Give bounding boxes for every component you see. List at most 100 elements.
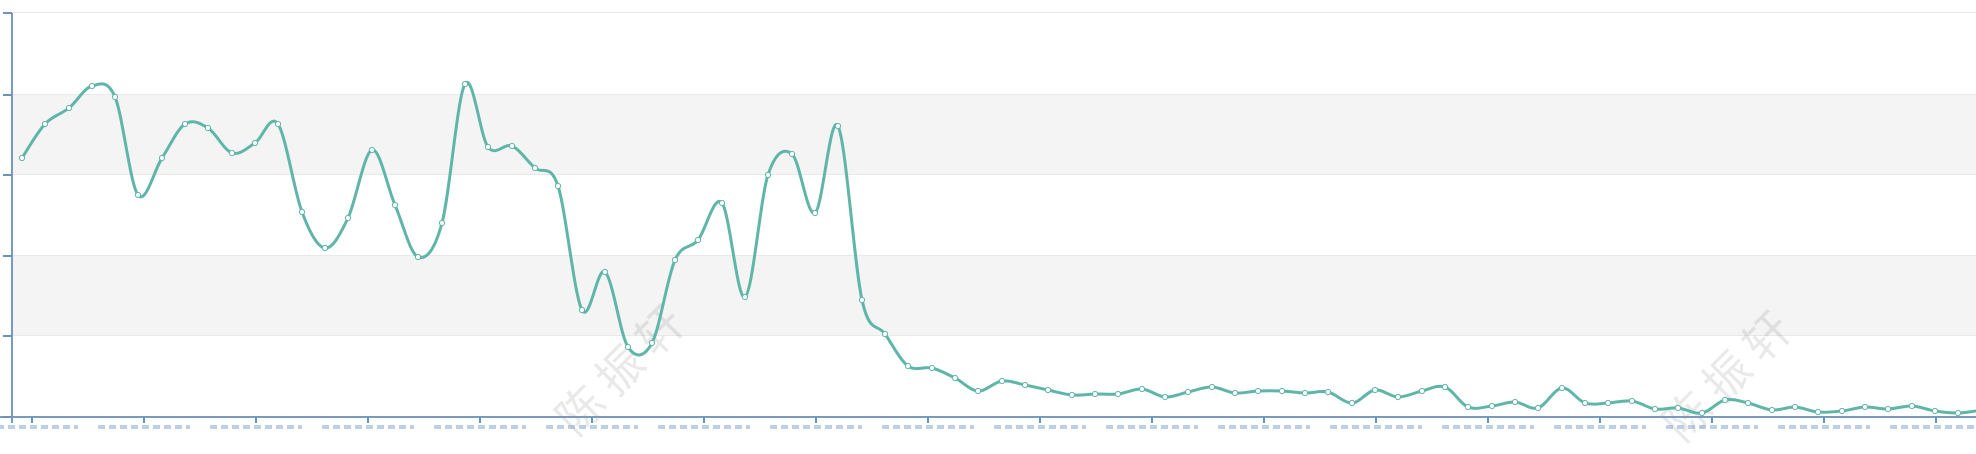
data-point-marker	[1114, 390, 1122, 398]
data-point-marker	[601, 268, 609, 276]
data-point-marker	[1488, 402, 1496, 410]
data-point-marker	[1511, 398, 1519, 406]
x-axis-label-fragment	[1218, 425, 1310, 429]
data-point-marker	[1254, 387, 1262, 395]
x-axis-tick	[479, 417, 481, 423]
data-point-marker	[88, 82, 96, 90]
data-point-marker	[881, 330, 889, 338]
data-point-marker	[134, 191, 142, 199]
data-point-marker	[1814, 408, 1822, 416]
data-point-marker	[344, 214, 352, 222]
data-point-marker	[811, 209, 819, 217]
data-point-marker	[1324, 388, 1332, 396]
data-point-marker	[1628, 397, 1636, 405]
data-point-marker	[718, 199, 726, 207]
x-axis-tick	[703, 417, 705, 423]
data-point-marker	[1558, 384, 1566, 392]
data-point-marker	[1184, 388, 1192, 396]
data-point-marker	[228, 149, 236, 157]
x-axis-line	[0, 416, 1976, 418]
data-point-marker	[1954, 409, 1962, 417]
x-axis-label-fragment	[994, 425, 1086, 429]
x-axis-label-fragment	[322, 425, 414, 429]
y-axis-line	[11, 13, 13, 423]
data-point-marker	[1301, 389, 1309, 397]
data-point-marker	[648, 339, 656, 347]
data-point-marker	[1464, 403, 1472, 411]
data-point-marker	[764, 171, 772, 179]
data-point-marker	[531, 164, 539, 172]
data-point-marker	[41, 120, 49, 128]
data-point-marker	[1441, 383, 1449, 391]
data-point-marker	[461, 80, 469, 88]
gridline	[13, 174, 1976, 175]
x-axis-tick	[1935, 417, 1937, 423]
x-axis-label-fragment	[1554, 425, 1646, 429]
x-axis-label-fragment	[1442, 425, 1534, 429]
data-point-marker	[1371, 386, 1379, 394]
x-axis-tick	[1263, 417, 1265, 423]
x-axis-label-fragment	[546, 425, 638, 429]
data-point-marker	[928, 364, 936, 372]
data-point-marker	[1674, 404, 1682, 412]
data-point-marker	[18, 154, 26, 162]
data-point-marker	[834, 122, 842, 130]
data-point-marker	[1418, 387, 1426, 395]
data-point-marker	[1698, 409, 1706, 417]
data-point-marker	[1604, 399, 1612, 407]
data-point-marker	[624, 343, 632, 351]
data-point-marker	[368, 146, 376, 154]
data-point-marker	[1208, 383, 1216, 391]
data-point-marker	[111, 93, 119, 101]
x-axis-tick	[255, 417, 257, 423]
x-axis-tick	[927, 417, 929, 423]
y-axis-tick	[3, 255, 12, 257]
data-point-marker	[1534, 404, 1542, 412]
split-area-band	[13, 256, 1976, 336]
data-point-marker	[1394, 393, 1402, 401]
data-point-marker	[1651, 405, 1659, 413]
data-point-marker	[1068, 391, 1076, 399]
data-point-marker	[578, 306, 586, 314]
y-axis-tick	[3, 94, 12, 96]
y-axis-tick	[3, 12, 12, 14]
x-axis-label-fragment	[210, 425, 302, 429]
data-point-marker	[391, 201, 399, 209]
data-point-marker	[1884, 405, 1892, 413]
data-point-marker	[998, 377, 1006, 385]
data-point-marker	[951, 374, 959, 382]
x-axis-label-fragment	[1778, 425, 1870, 429]
data-point-marker	[204, 124, 212, 132]
data-point-marker	[181, 120, 189, 128]
x-axis-tick	[1375, 417, 1377, 423]
y-axis-tick	[3, 174, 12, 176]
x-axis-label-fragment	[882, 425, 974, 429]
data-point-marker	[65, 104, 73, 112]
data-point-marker	[1138, 385, 1146, 393]
data-point-marker	[1931, 407, 1939, 415]
line-series-path	[20, 80, 1976, 415]
data-point-marker	[1744, 399, 1752, 407]
data-point-marker	[1091, 390, 1099, 398]
x-axis-label-fragment	[434, 425, 526, 429]
x-axis-tick	[1151, 417, 1153, 423]
x-axis-tick	[591, 417, 593, 423]
data-point-marker	[1838, 407, 1846, 415]
data-point-marker	[1791, 403, 1799, 411]
data-point-marker	[508, 142, 516, 150]
x-axis-label-fragment	[0, 425, 78, 429]
x-axis-tick	[367, 417, 369, 423]
data-point-marker	[274, 120, 282, 128]
data-point-marker	[671, 256, 679, 264]
x-axis-tick	[815, 417, 817, 423]
data-point-marker	[904, 362, 912, 370]
series-svg	[18, 80, 1976, 417]
data-point-marker	[1161, 393, 1169, 401]
data-point-marker	[251, 139, 259, 147]
data-point-marker	[1581, 399, 1589, 407]
data-point-marker	[414, 253, 422, 261]
x-axis-label-fragment	[1890, 425, 1976, 429]
data-point-marker	[158, 154, 166, 162]
data-point-marker	[974, 387, 982, 395]
data-point-marker	[438, 219, 446, 227]
